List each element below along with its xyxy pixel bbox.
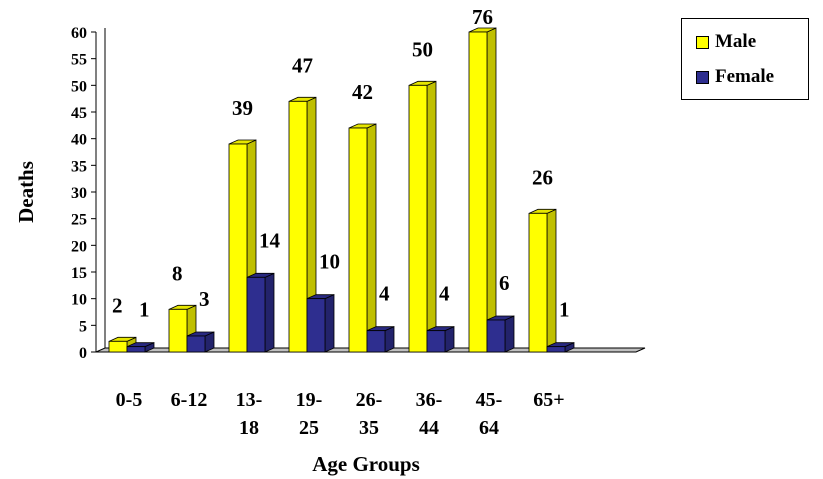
bar-male-side — [366, 123, 377, 353]
data-label-male: 2 — [112, 293, 123, 317]
data-label-female: 1 — [139, 298, 150, 322]
x-category-label: 44 — [419, 417, 439, 439]
bar-male — [468, 31, 488, 353]
data-label-female: 4 — [379, 282, 390, 306]
data-label-male: 50 — [412, 37, 433, 61]
bar-female — [126, 346, 146, 353]
bar-female-side — [324, 294, 335, 353]
bar-female-side — [504, 315, 515, 353]
data-label-male: 26 — [532, 165, 553, 189]
y-tick-label: 0 — [79, 345, 87, 362]
bar-male-side — [426, 80, 437, 353]
y-tick-label: 35 — [71, 158, 87, 175]
bar-female — [366, 330, 386, 353]
bar-male — [528, 212, 548, 353]
bar-female — [306, 298, 326, 353]
x-category-label: 35 — [359, 417, 379, 439]
bar-male-side — [546, 208, 557, 353]
data-label-male: 47 — [292, 53, 313, 77]
y-tick-label: 55 — [71, 52, 87, 69]
y-tick-label: 45 — [71, 105, 87, 122]
bar-male-side — [486, 27, 497, 353]
bar-male — [228, 143, 248, 353]
x-category-label: 36- — [416, 389, 443, 411]
bar-female — [246, 276, 266, 353]
bar-male — [288, 100, 308, 353]
bar-male — [108, 340, 128, 353]
data-label-female: 14 — [259, 228, 281, 252]
legend-label-female: Female — [715, 66, 775, 87]
y-tick-label: 25 — [71, 212, 87, 229]
x-category-label: 45- — [476, 389, 503, 411]
data-label-female: 4 — [439, 282, 450, 306]
data-label-male: 76 — [472, 5, 493, 29]
x-axis-title: Age Groups — [312, 452, 420, 476]
legend: Male Female — [681, 18, 809, 100]
data-label-male: 8 — [172, 261, 183, 285]
data-label-female: 10 — [319, 250, 340, 274]
x-category-label: 64 — [479, 417, 499, 439]
bar-male — [408, 84, 428, 353]
legend-label-male: Male — [715, 31, 757, 52]
x-category-label: 0-5 — [116, 389, 143, 411]
bar-female — [546, 346, 566, 353]
bar-female-side — [264, 272, 275, 353]
x-category-label: 26- — [356, 389, 383, 411]
legend-item-male: Male — [696, 31, 756, 53]
y-tick-label: 20 — [71, 238, 87, 255]
x-category-label: 25 — [299, 417, 319, 439]
x-category-label: 18 — [239, 417, 259, 439]
x-category-label: 65+ — [533, 389, 564, 411]
data-label-male: 42 — [352, 80, 373, 104]
x-category-label: 19- — [296, 389, 323, 411]
y-axis-title: Deaths — [14, 161, 38, 223]
legend-swatch-female — [696, 70, 709, 84]
y-tick-label: 60 — [71, 25, 87, 42]
data-label-female: 1 — [559, 298, 570, 322]
x-category-label: 13- — [236, 389, 263, 411]
bar-female — [426, 330, 446, 353]
bar-male — [348, 127, 368, 353]
y-tick-label: 15 — [71, 265, 87, 282]
x-category-label: 6-12 — [171, 389, 208, 411]
data-label-male: 39 — [232, 96, 253, 120]
data-label-female: 6 — [499, 271, 510, 295]
y-tick-label: 40 — [71, 132, 87, 149]
bar-male — [168, 308, 188, 353]
y-tick-label: 30 — [71, 185, 87, 202]
legend-swatch-male — [696, 35, 709, 49]
y-tick-label: 50 — [71, 78, 87, 95]
bar-female — [186, 335, 206, 353]
y-tick-label: 10 — [71, 292, 87, 309]
legend-item-female: Female — [696, 66, 774, 88]
y-tick-label: 5 — [79, 318, 87, 335]
bar-female — [486, 319, 506, 353]
data-label-female: 3 — [199, 287, 210, 311]
